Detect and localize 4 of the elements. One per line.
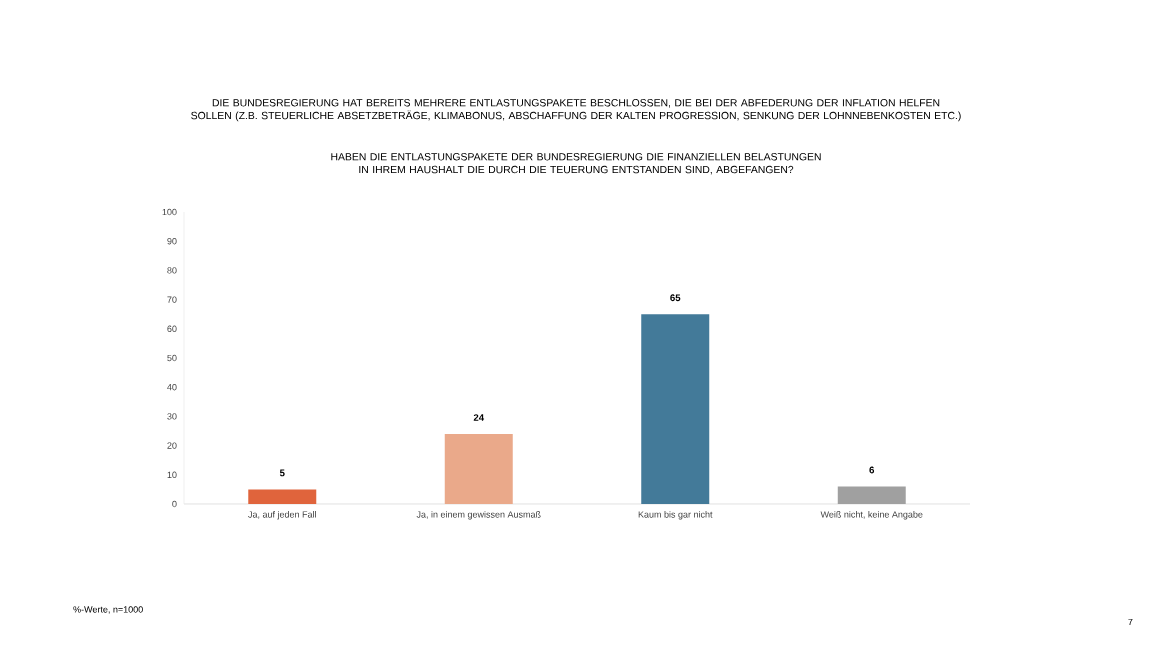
bar bbox=[641, 314, 710, 504]
bar bbox=[248, 489, 317, 504]
bar bbox=[444, 433, 513, 504]
bar bbox=[837, 486, 906, 504]
